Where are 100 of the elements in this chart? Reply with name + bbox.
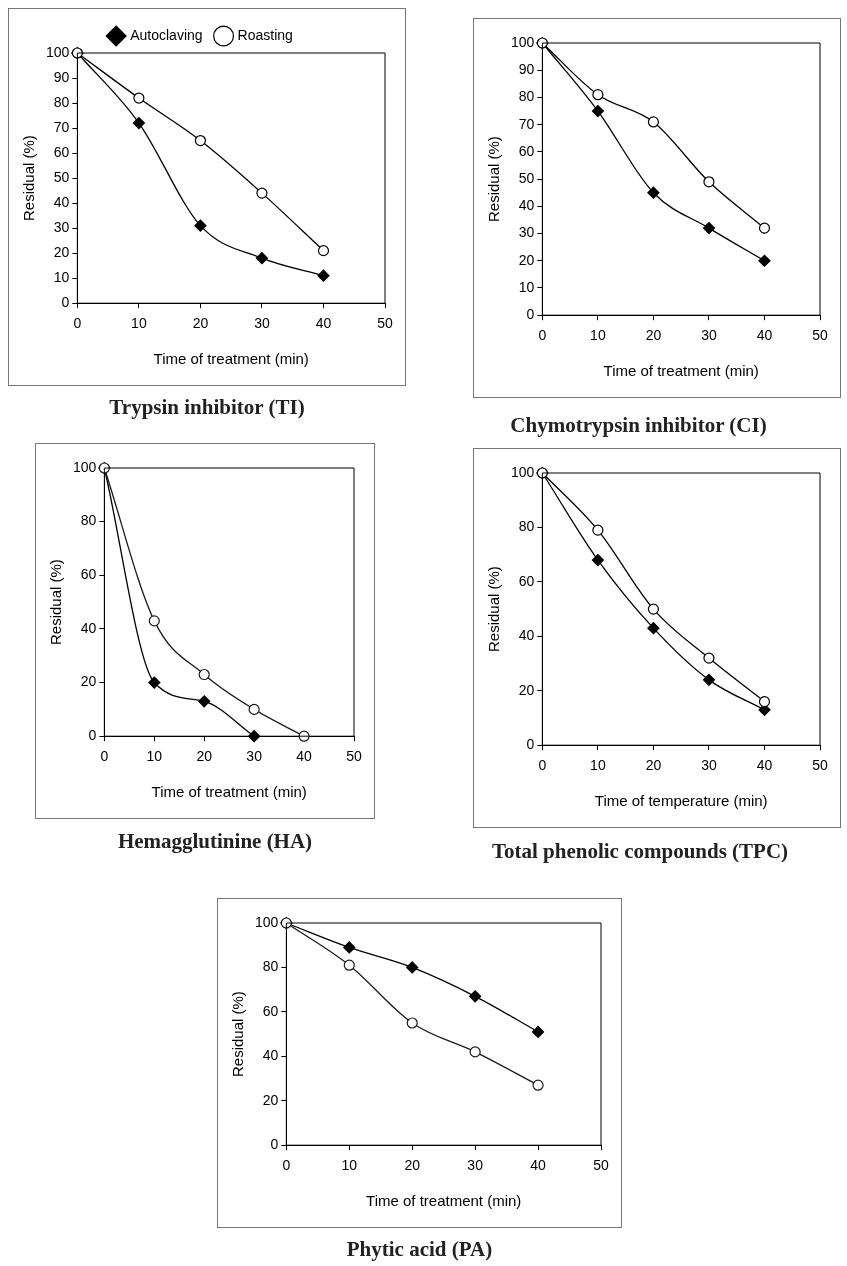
y-tick-label: 60 [262,1002,279,1019]
y-tick-label: 40 [262,1047,279,1064]
y-tick-label: 100 [46,43,70,60]
text: Phytic acid (PA) [345,1236,494,1262]
x-tick-label: 40 [315,315,332,332]
point [758,696,771,708]
x-tick-label: 50 [377,315,393,332]
x-tick-label: 20 [645,757,662,774]
point [647,116,660,128]
point [469,990,482,1003]
x-tick-label: 0 [282,1157,291,1174]
y-tick-label: 40 [518,627,535,644]
point [133,92,145,104]
y-tick-label: 60 [518,572,535,589]
point [255,252,269,265]
y-tick-label: 100 [511,463,535,480]
x-tick-label: 40 [756,327,773,344]
y-axis-title: Residual (%) [485,136,503,223]
x-axis-title: Time of treatment (min) [366,1192,522,1210]
x-tick-label: 10 [590,327,606,344]
point [703,652,715,664]
y-axis-title: Residual (%) [229,991,247,1078]
y-tick-label: 30 [518,224,535,241]
y-tick-label: 50 [53,168,70,185]
point [317,245,330,257]
y-tick-label: 30 [53,219,70,235]
point [343,959,355,971]
x-tick-label: 10 [131,315,147,332]
y-axis-title: Residual (%) [20,135,38,222]
y-tick-label: 20 [53,244,70,261]
y-tick-label: 90 [53,68,70,85]
point [592,524,604,536]
y-tick-label: 20 [518,681,535,698]
text: Total phenolic compounds (TPC) [490,838,790,864]
point [248,703,260,715]
y-tick-label: 0 [526,736,535,753]
y-tick-label: 40 [80,619,97,636]
x-tick-label: 10 [590,757,606,774]
y-tick-label: 20 [518,251,535,268]
y-tick-label: 20 [262,1091,279,1108]
point [532,1079,544,1091]
point [256,187,268,199]
point [198,695,211,708]
x-tick-label: 20 [192,315,209,332]
y-axis-title: Residual (%) [47,559,65,646]
point [592,89,604,101]
point [406,961,419,974]
point [194,219,207,232]
x-tick-label: 50 [593,1157,609,1174]
y-tick-label: 60 [53,143,70,160]
legend-label: Roasting [237,26,293,43]
y-tick-label: 50 [518,169,535,186]
point [758,254,771,267]
y-tick-label: 0 [270,1136,279,1153]
x-tick-label: 40 [296,748,313,765]
point [647,603,660,615]
point [194,134,207,147]
x-tick-label: 10 [146,748,163,765]
point [647,186,660,199]
point [317,269,330,282]
point [702,673,716,686]
y-axis-title: Residual (%) [485,566,503,653]
text: Trypsin inhibitor (TI) [108,394,306,420]
point [148,615,160,627]
point [343,941,356,954]
point [248,730,261,743]
y-tick-label: 10 [53,269,70,286]
point [702,222,716,235]
y-tick-label: 100 [255,913,279,930]
y-tick-label: 80 [80,512,97,529]
y-tick-label: 100 [511,33,535,50]
point [591,554,604,567]
y-tick-label: 0 [88,727,97,744]
x-tick-label: 20 [645,327,662,344]
y-tick-label: 80 [518,518,535,535]
x-tick-label: 0 [538,327,547,344]
x-tick-label: 50 [812,757,828,774]
x-tick-label: 30 [467,1157,484,1174]
point [591,104,604,118]
y-tick-label: 20 [80,673,97,690]
x-tick-label: 0 [100,748,109,765]
point [758,222,771,234]
x-axis-title: Time of treatment (min) [153,350,309,368]
y-tick-label: 0 [61,294,70,311]
x-axis-title: Time of temperature (min) [594,792,768,810]
point [647,622,660,635]
point [531,1025,545,1038]
y-tick-label: 60 [518,142,535,159]
x-tick-label: 30 [246,748,263,765]
y-tick-label: 60 [80,566,97,583]
point [198,668,210,681]
y-tick-label: 40 [53,193,70,210]
y-tick-label: 80 [53,93,70,110]
y-tick-label: 100 [73,458,97,475]
x-tick-label: 20 [196,748,213,765]
y-tick-label: 80 [518,88,535,105]
x-tick-label: 30 [701,327,717,344]
point [298,730,310,742]
x-tick-label: 20 [404,1157,421,1174]
y-tick-label: 40 [518,197,535,214]
